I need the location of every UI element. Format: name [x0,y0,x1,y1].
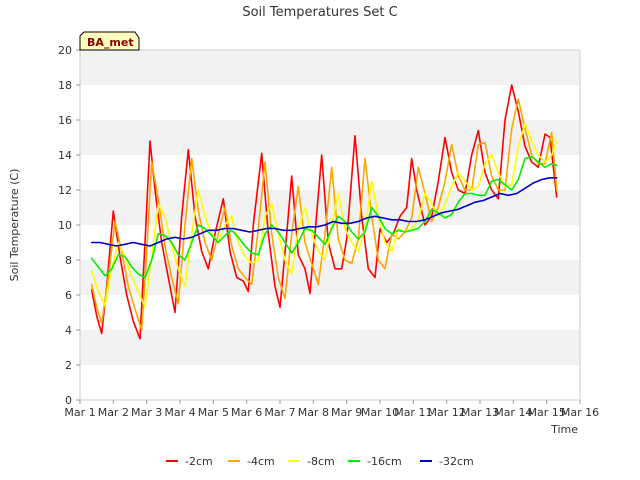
legend-item: -2cm [166,455,213,468]
legend-label: -4cm [247,455,275,468]
series-line-32cmcm [90,177,558,247]
x-tick-label: Mar 9 [331,406,362,419]
y-tick-label: 14 [58,149,72,162]
series-lines [90,84,558,340]
grid-band [80,260,580,295]
grid-band [80,295,580,330]
legend-item: -8cm [288,455,335,468]
x-axis-label: Time [550,423,578,436]
x-tick-label: Mar 2 [98,406,129,419]
chart-title: Soil Temperatures Set C [242,5,397,20]
site-badge-box [79,31,140,51]
legend-item: -32cm [420,455,474,468]
x-tick-label: Mar 10 [361,406,399,419]
legend-item: -4cm [228,455,275,468]
grid-band [80,85,580,120]
x-tick-label: Mar 16 [561,406,599,419]
x-tick-label: Mar 3 [131,406,162,419]
site-badge-label: BA_met [87,36,134,49]
x-tick-label: Mar 4 [164,406,195,419]
y-axis: 0 2 4 6 8 10 12 14 16 18 20 [58,44,80,407]
legend: -2cm -4cm -8cm -16cm -32cm [166,455,474,468]
x-tick-label: Mar 1 [64,406,95,419]
x-tick-label: Mar 12 [428,406,466,419]
series-line-8cmcm [90,122,558,309]
grid-band [80,330,580,365]
legend-item: -16cm [348,455,402,468]
grid-band [80,50,580,85]
legend-label: -2cm [185,455,213,468]
y-tick-label: 20 [58,44,72,57]
x-tick-label: Mar 15 [528,406,566,419]
series-line-4cmcm [90,98,558,331]
y-tick-label: 2 [65,359,72,372]
x-axis: Mar 1 Mar 2 Mar 3 Mar 4 Mar 5 Mar 6 Mar 7 Mar 8… [64,400,599,419]
legend-label: -8cm [307,455,335,468]
x-tick-label: Mar 7 [264,406,295,419]
y-tick-label: 10 [58,219,72,232]
y-tick-label: 0 [65,394,72,407]
plot-background-bands [80,50,580,400]
y-tick-label: 6 [65,289,72,302]
x-tick-label: Mar 8 [298,406,329,419]
x-tick-label: Mar 14 [494,406,532,419]
y-tick-label: 12 [58,184,72,197]
y-tick-label: 4 [65,324,72,337]
series-line-16cmcm [90,155,558,279]
y-tick-label: 16 [58,114,72,127]
y-tick-label: 8 [65,254,72,267]
x-tick-label: Mar 5 [198,406,229,419]
y-axis-label: Soil Temperature (C) [8,169,21,282]
series-line-2cmcm [90,84,558,340]
site-badge: BA_met [79,31,140,51]
legend-label: -32cm [439,455,474,468]
x-tick-label: Mar 11 [394,406,432,419]
grid-band [80,120,580,155]
x-tick-label: Mar 6 [231,406,262,419]
grid-band [80,365,580,400]
y-tick-label: 18 [58,79,72,92]
legend-label: -16cm [367,455,402,468]
x-tick-label: Mar 13 [461,406,499,419]
